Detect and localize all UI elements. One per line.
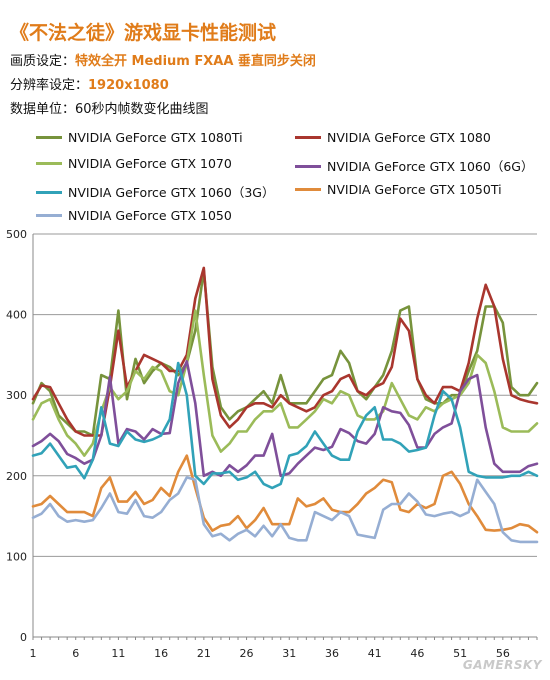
legend-label-3: NVIDIA GeForce GTX 1070	[68, 156, 232, 171]
x-tick-label-56: 56	[496, 647, 510, 660]
legend-swatch-7	[36, 214, 62, 217]
legend-swatch-5	[36, 191, 62, 194]
y-tick-label-300: 300	[6, 389, 27, 402]
quality-setting: 画质设定：特效全开 Medium FXAA 垂直同步关闭	[10, 50, 316, 69]
watermark-logo: GAMERSKY	[462, 658, 542, 672]
y-tick-label-400: 400	[6, 309, 27, 322]
x-tick-label-6: 6	[72, 647, 79, 660]
legend-item-1: NVIDIA GeForce GTX 1080Ti	[36, 130, 243, 145]
quality-label: 画质设定：	[10, 54, 76, 69]
y-tick-label-0: 0	[20, 631, 27, 644]
legend-label-1: NVIDIA GeForce GTX 1080Ti	[68, 130, 243, 145]
legend-swatch-1	[36, 136, 62, 139]
series-line-2	[31, 266, 539, 437]
series-line-7	[31, 476, 539, 544]
series-line-1	[31, 268, 539, 437]
page-title: 《不法之徒》游戏显卡性能测试	[10, 22, 277, 44]
legend-label-7: NVIDIA GeForce GTX 1050	[68, 208, 232, 223]
resolution-label: 分辨率设定：	[10, 78, 89, 93]
legend-item-2: NVIDIA GeForce GTX 1080	[295, 130, 491, 145]
legend-swatch-2	[295, 136, 321, 139]
x-tick-label-1: 1	[30, 647, 37, 660]
x-tick-label-51: 51	[453, 647, 467, 660]
series-line-6	[31, 454, 539, 534]
y-tick-label-500: 500	[6, 228, 27, 241]
legend-item-4: NVIDIA GeForce GTX 1060（6G）	[295, 156, 533, 175]
x-tick-label-46: 46	[410, 647, 424, 660]
series-line-3	[31, 309, 539, 457]
x-tick-label-36: 36	[325, 647, 339, 660]
legend-item-5: NVIDIA GeForce GTX 1060（3G）	[36, 182, 274, 201]
y-tick-label-200: 200	[6, 470, 27, 483]
x-tick-label-11: 11	[111, 647, 125, 660]
resolution-value: 1920x1080	[88, 78, 169, 93]
x-tick-label-31: 31	[282, 647, 296, 660]
quality-value: 特效全开 Medium FXAA 垂直同步关闭	[75, 54, 316, 69]
y-tick-label-100: 100	[6, 550, 27, 563]
x-tick-label-16: 16	[154, 647, 168, 660]
x-tick-label-26: 26	[240, 647, 254, 660]
legend-swatch-6	[295, 188, 321, 191]
legend-label-4: NVIDIA GeForce GTX 1060（6G）	[327, 159, 534, 174]
unit-note: 数据单位：60秒内帧数变化曲线图	[10, 102, 209, 117]
x-tick-label-41: 41	[368, 647, 382, 660]
series-line-4	[31, 359, 539, 478]
legend-item-6: NVIDIA GeForce GTX 1050Ti	[295, 182, 502, 197]
legend-label-5: NVIDIA GeForce GTX 1060（3G）	[68, 185, 275, 200]
legend-swatch-4	[295, 165, 321, 168]
legend-swatch-3	[36, 162, 62, 165]
series-line-5	[31, 361, 539, 490]
legend-item-3: NVIDIA GeForce GTX 1070	[36, 156, 232, 171]
legend-label-6: NVIDIA GeForce GTX 1050Ti	[327, 182, 502, 197]
legend-item-7: NVIDIA GeForce GTX 1050	[36, 208, 232, 223]
resolution-setting: 分辨率设定：1920x1080	[10, 74, 169, 93]
legend-label-2: NVIDIA GeForce GTX 1080	[327, 130, 491, 145]
x-tick-label-21: 21	[197, 647, 211, 660]
